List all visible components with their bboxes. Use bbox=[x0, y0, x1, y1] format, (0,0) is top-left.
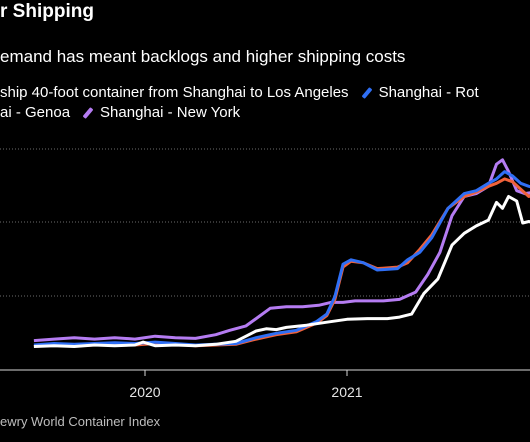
series-line-3 bbox=[33, 158, 530, 343]
legend-label: ship 40-foot container from Shanghai to … bbox=[0, 84, 349, 101]
series-layer bbox=[33, 158, 530, 348]
legend-item-los-angeles: ship 40-foot container from Shanghai to … bbox=[0, 84, 349, 101]
legend-item-new-york: Shanghai - New York bbox=[78, 104, 240, 121]
legend-label: Shanghai - Rot bbox=[378, 84, 479, 101]
legend-row: ship 40-foot container from Shanghai to … bbox=[0, 84, 487, 101]
x-tick-label-2020: 2020 bbox=[129, 384, 160, 400]
legend-label: Shanghai - New York bbox=[100, 104, 241, 121]
series-line-1 bbox=[33, 170, 530, 347]
x-tick-label-2021: 2021 bbox=[331, 384, 362, 400]
legend-item-rotterdam: Shanghai - Rot bbox=[357, 84, 479, 101]
chart-title: r Shipping bbox=[0, 1, 94, 22]
legend-item-genoa: ai - Genoa bbox=[0, 104, 70, 121]
legend-label: ai - Genoa bbox=[0, 104, 71, 121]
series-line-0 bbox=[33, 195, 530, 348]
source-note: ewry World Container Index bbox=[0, 414, 161, 429]
legend-swatch-icon bbox=[361, 86, 372, 99]
chart-subtitle: emand has meant backlogs and higher ship… bbox=[0, 47, 406, 66]
series-line-2 bbox=[33, 177, 530, 348]
legend-row: ai - Genoa Shanghai - New York bbox=[0, 104, 248, 121]
legend-swatch-icon bbox=[82, 106, 94, 119]
